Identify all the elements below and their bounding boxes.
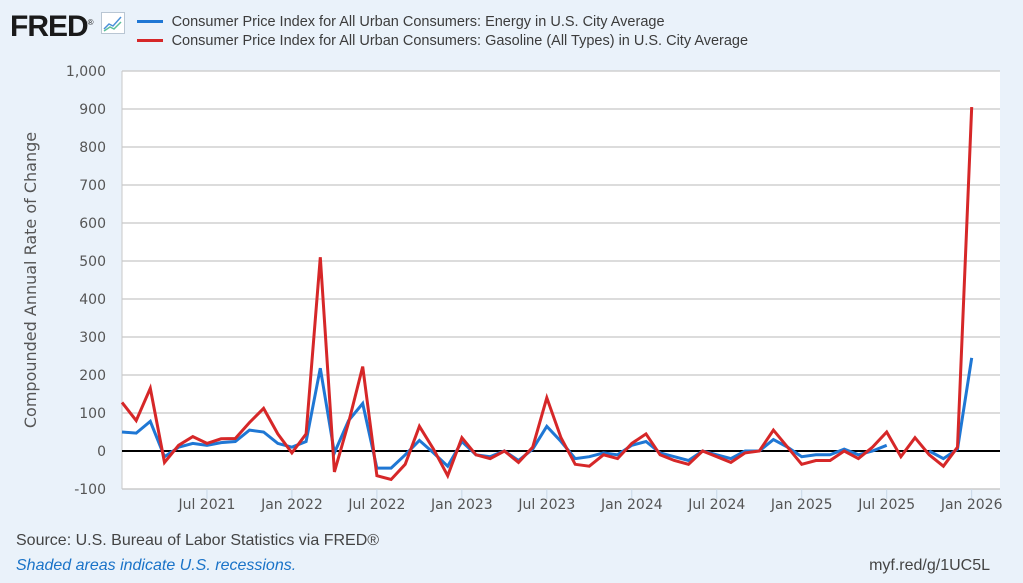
y-tick-label: 700 bbox=[79, 178, 106, 194]
energy-series-line bbox=[928, 357, 974, 461]
x-tick-label: Jul 2024 bbox=[687, 497, 745, 513]
y-tick-label: 300 bbox=[79, 330, 106, 346]
x-tick-label: Jan 2025 bbox=[770, 497, 833, 513]
recession-note: Shaded areas indicate U.S. recessions. bbox=[16, 557, 297, 574]
y-tick-label: 800 bbox=[79, 140, 106, 156]
short-link[interactable]: myf.red/g/1UC5L bbox=[869, 557, 990, 574]
y-tick-label: 500 bbox=[79, 254, 106, 270]
x-axis-ticks: Jul 2021 Jan 2022 Jul 2022 Jan 2023 Jul 2023… bbox=[177, 489, 1003, 513]
y-axis-label: Compounded Annual Rate of Change bbox=[21, 132, 40, 428]
y-tick-label: 1,000 bbox=[66, 64, 106, 80]
y-tick-label: 600 bbox=[79, 216, 106, 232]
y-tick-label: 900 bbox=[79, 102, 106, 118]
x-tick-label: Jan 2026 bbox=[940, 497, 1003, 513]
registered-mark: ® bbox=[87, 18, 94, 27]
x-tick-label: Jul 2023 bbox=[517, 497, 575, 513]
x-tick-label: Jan 2023 bbox=[430, 497, 493, 513]
fred-logo[interactable]: FRED® bbox=[10, 6, 94, 44]
source-text: Source: U.S. Bureau of Labor Statistics … bbox=[16, 532, 380, 549]
y-tick-label: 100 bbox=[79, 406, 106, 422]
plot-area bbox=[122, 71, 1000, 489]
gasoline-series-line bbox=[120, 107, 974, 482]
x-tick-label: Jan 2024 bbox=[600, 497, 663, 513]
x-tick-label: Jul 2021 bbox=[177, 497, 235, 513]
legend-item-gasoline[interactable]: Consumer Price Index for All Urban Consu… bbox=[136, 31, 749, 50]
series-lines bbox=[120, 107, 974, 482]
y-axis-ticks: -100 0 100 200 300 400 500 600 700 800 900 1,000 bbox=[66, 64, 106, 498]
y-tick-label: -100 bbox=[74, 482, 106, 498]
legend-item-energy[interactable]: Consumer Price Index for All Urban Consu… bbox=[136, 12, 748, 31]
chart-legend: Consumer Price Index for All Urban Consu… bbox=[136, 12, 749, 50]
x-tick-label: Jul 2025 bbox=[857, 497, 915, 513]
legend-label-energy: Consumer Price Index for All Urban Consu… bbox=[171, 13, 665, 30]
legend-swatch-blue bbox=[136, 20, 163, 23]
y-tick-label: 200 bbox=[79, 368, 106, 384]
chart-header: FRED® Consumer Price Index for All Urban… bbox=[10, 6, 748, 49]
y-tick-label: 0 bbox=[97, 444, 106, 460]
line-chart-icon bbox=[100, 12, 125, 34]
legend-label-gasoline: Consumer Price Index for All Urban Consu… bbox=[171, 32, 749, 49]
x-tick-label: Jan 2022 bbox=[260, 497, 323, 513]
x-tick-label: Jul 2022 bbox=[347, 497, 405, 513]
legend-swatch-red bbox=[136, 39, 163, 42]
fred-logo-text: FRED bbox=[10, 10, 89, 43]
y-tick-label: 400 bbox=[79, 292, 106, 308]
